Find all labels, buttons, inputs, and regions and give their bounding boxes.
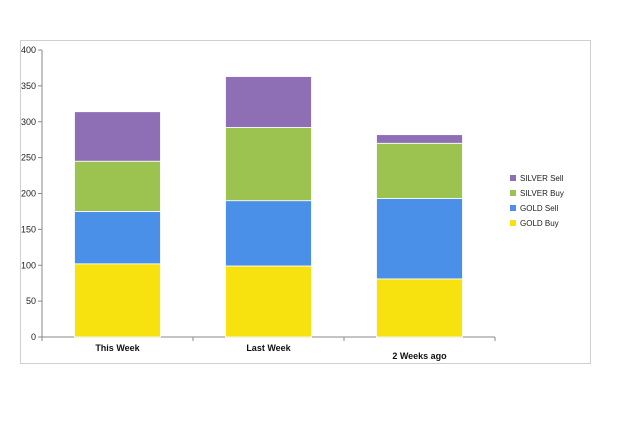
legend: SILVER Sell SILVER Buy GOLD Sell GOLD Buy bbox=[510, 174, 564, 228]
y-tick-label: 300 bbox=[21, 117, 36, 127]
bar-segment-silver-sell bbox=[74, 111, 161, 162]
bar-segment-silver-sell bbox=[225, 76, 312, 128]
legend-label: SILVER Buy bbox=[520, 189, 564, 198]
labels: 0 50 100 150 200 250 300 350 400 This Week Last We… bbox=[21, 45, 447, 361]
y-tick-label: 0 bbox=[31, 332, 36, 342]
bar-segment-silver-buy bbox=[376, 142, 463, 199]
y-tick-label: 200 bbox=[21, 189, 36, 199]
x-category-label: This Week bbox=[95, 343, 140, 353]
legend-swatch bbox=[510, 205, 516, 211]
legend-swatch bbox=[510, 175, 516, 181]
legend-label: GOLD Buy bbox=[520, 219, 559, 228]
bar-segment-silver-buy bbox=[225, 127, 312, 202]
x-category-label: Last Week bbox=[246, 343, 291, 353]
bar-segment-gold-sell bbox=[376, 198, 463, 280]
bar-segment-gold-buy bbox=[376, 278, 463, 338]
legend-label: SILVER Sell bbox=[520, 174, 564, 183]
legend-swatch bbox=[510, 190, 516, 196]
y-tick-label: 250 bbox=[21, 153, 36, 163]
x-category-label: 2 Weeks ago bbox=[392, 351, 447, 361]
bar-segment-gold-buy bbox=[74, 263, 161, 338]
bar-segment-silver-buy bbox=[74, 160, 161, 212]
bars bbox=[74, 76, 463, 338]
bar-segment-silver-sell bbox=[376, 134, 463, 144]
y-tick-label: 350 bbox=[21, 81, 36, 91]
y-tick-label: 50 bbox=[26, 296, 36, 306]
y-tick-label: 150 bbox=[21, 224, 36, 234]
legend-swatch bbox=[510, 220, 516, 226]
bar-segment-gold-sell bbox=[225, 200, 312, 267]
legend-label: GOLD Sell bbox=[520, 204, 558, 213]
y-tick-label: 100 bbox=[21, 260, 36, 270]
bar-segment-gold-sell bbox=[74, 211, 161, 265]
y-tick-label: 400 bbox=[21, 45, 36, 55]
bar-segment-gold-buy bbox=[225, 265, 312, 338]
